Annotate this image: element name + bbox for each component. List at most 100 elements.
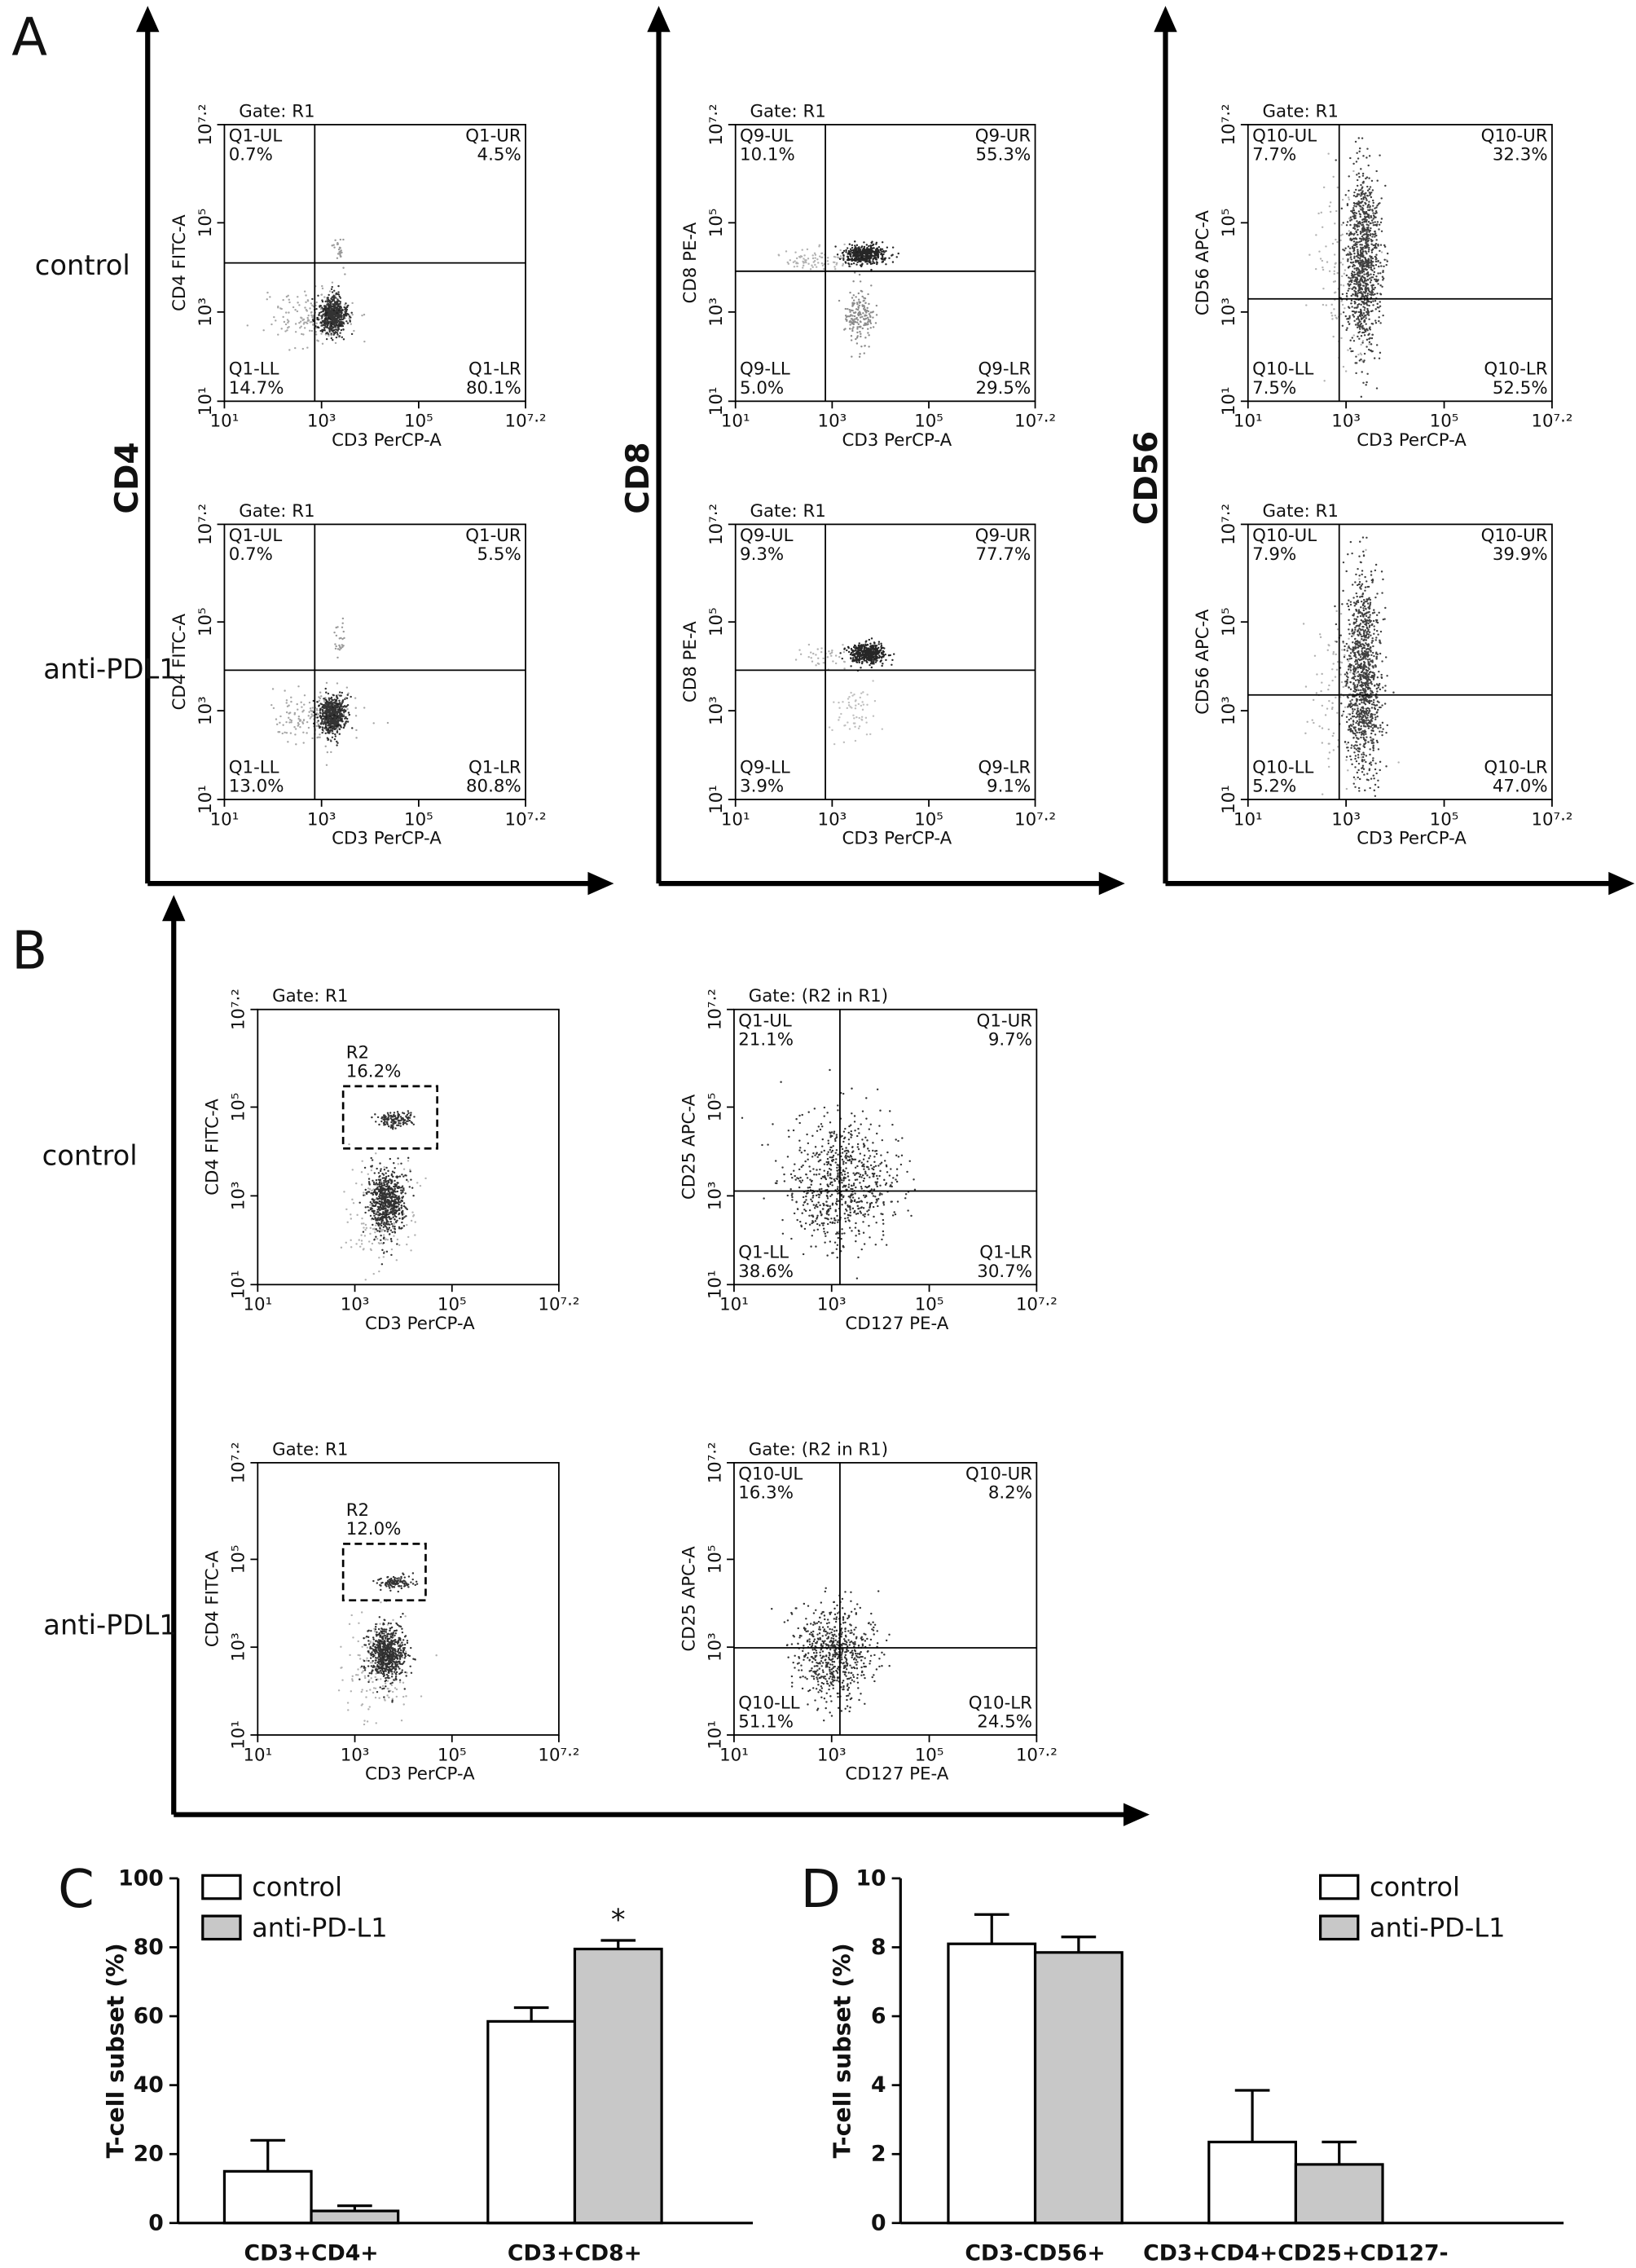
y-tick-label: 10¹ bbox=[229, 1720, 249, 1750]
legend-swatch bbox=[1319, 1914, 1360, 1941]
x-tick-label: CD3+CD4+CD25+CD127- bbox=[1143, 2241, 1448, 2266]
y-tick-label: 10³ bbox=[706, 696, 727, 725]
quadrant-value: 80.8% bbox=[466, 777, 521, 797]
quadrant-name: Q10-UR bbox=[1481, 526, 1548, 546]
x-axis-title: CD3 PerCP-A bbox=[365, 1764, 475, 1784]
quadrant-name: Q10-UR bbox=[1481, 126, 1548, 147]
region-name: R2 bbox=[346, 1500, 369, 1521]
quadrant-name: Q1-UR bbox=[465, 526, 521, 546]
bar bbox=[573, 1947, 663, 2225]
y-axis-title: CD56 APC-A bbox=[1193, 210, 1213, 316]
region-value: 16.2% bbox=[346, 1062, 402, 1082]
x-axis-title: CD3 PerCP-A bbox=[365, 1314, 475, 1334]
y-tick-label: 10⁷·² bbox=[196, 103, 216, 145]
x-tick-label: 10⁷·² bbox=[505, 809, 547, 830]
x-tick-label: 10³ bbox=[341, 1295, 370, 1315]
quadrant-name: Q1-UL bbox=[229, 526, 283, 546]
gate-label: Gate: (R2 in R1) bbox=[749, 986, 888, 1006]
arrow-head bbox=[647, 6, 671, 33]
y-tick-label: 10⁷·² bbox=[706, 504, 727, 545]
region-name: R2 bbox=[346, 1042, 369, 1063]
quadrant-value: 29.5% bbox=[975, 378, 1031, 399]
y-tick-label: 4 bbox=[871, 2072, 886, 2098]
y-tick-label: 10⁷·² bbox=[705, 989, 725, 1030]
x-tick-label: CD3+CD8+ bbox=[508, 2241, 642, 2266]
y-tick-label: 10³ bbox=[1219, 696, 1239, 725]
quadrant-value: 51.1% bbox=[738, 1711, 794, 1732]
quadrant-name: Q10-LL bbox=[1252, 757, 1313, 777]
y-tick-label: 10³ bbox=[705, 1182, 725, 1211]
panel-label: A bbox=[11, 7, 47, 68]
quadrant-name: Q1-LL bbox=[738, 1243, 789, 1263]
plot-frame bbox=[1247, 124, 1553, 403]
significance-mark: * bbox=[611, 1904, 626, 1937]
gate-label: Gate: R1 bbox=[239, 101, 314, 121]
error-bar bbox=[600, 1939, 636, 1949]
legend-label: anti-PD-L1 bbox=[252, 1912, 387, 1943]
y-tick-label: 10⁵ bbox=[1219, 209, 1239, 238]
x-tick-label: 10⁷·² bbox=[505, 412, 547, 432]
x-tick-label: 10⁵ bbox=[404, 809, 433, 830]
gate-region bbox=[341, 1543, 427, 1602]
quadrant-value: 10.1% bbox=[740, 145, 795, 165]
gate-label: Gate: (R2 in R1) bbox=[749, 1439, 888, 1460]
quadrant-name: Q1-LR bbox=[468, 359, 521, 380]
y-tick-label: 8 bbox=[871, 1935, 886, 1960]
quadrant-value: 7.5% bbox=[1252, 378, 1296, 399]
event-cloud bbox=[1302, 548, 1400, 795]
quadrant-value: 13.0% bbox=[229, 777, 284, 797]
x-tick-label: 10⁵ bbox=[438, 1295, 467, 1315]
arrow-head bbox=[162, 895, 186, 922]
column-label: CD8 bbox=[620, 442, 657, 513]
arrow-head bbox=[1098, 871, 1125, 896]
quadrant-name: Q10-UL bbox=[1252, 526, 1317, 546]
y-tick-label: 10³ bbox=[229, 1632, 249, 1662]
quadrant-value: 80.1% bbox=[466, 378, 521, 399]
gate-label: Gate: R1 bbox=[1263, 501, 1339, 522]
x-tick-label: 10⁵ bbox=[1430, 809, 1459, 830]
x-tick-label: 10⁵ bbox=[404, 412, 433, 432]
gate-label: Gate: R1 bbox=[750, 501, 825, 522]
quadrant-value: 9.1% bbox=[987, 777, 1031, 797]
bar bbox=[947, 1942, 1037, 2225]
y-axis-title: T-cell subset (%) bbox=[103, 1943, 130, 2158]
quadrant-value: 7.9% bbox=[1252, 544, 1296, 565]
y-tick-label: 6 bbox=[871, 2004, 886, 2029]
quadrant-value: 24.5% bbox=[977, 1711, 1032, 1732]
quadrant-name: Q9-UL bbox=[740, 526, 794, 546]
error-bar bbox=[337, 2204, 372, 2211]
x-tick-label: 10¹ bbox=[243, 1295, 272, 1315]
y-axis-title: CD4 FITC-A bbox=[169, 214, 190, 311]
event-cloud bbox=[1334, 536, 1395, 797]
column-label: CD56 bbox=[1128, 431, 1165, 526]
quadrant-value: 32.3% bbox=[1493, 145, 1548, 165]
quadrant-name: Q1-UR bbox=[465, 126, 521, 147]
event-cloud bbox=[246, 281, 366, 351]
y-tick-label: 20 bbox=[134, 2142, 164, 2167]
row-label: anti-PDL1 bbox=[43, 654, 176, 685]
event-cloud bbox=[311, 284, 354, 341]
event-cloud bbox=[834, 240, 899, 272]
event-cloud bbox=[839, 637, 895, 672]
y-tick-label: 2 bbox=[871, 2142, 886, 2167]
arrow-head bbox=[587, 871, 614, 896]
event-cloud bbox=[337, 1600, 438, 1726]
arrow-head bbox=[1123, 1803, 1150, 1826]
gate-label: Gate: R1 bbox=[272, 1439, 348, 1460]
x-tick-label: 10⁷·² bbox=[1016, 1295, 1058, 1315]
y-tick-label: 10¹ bbox=[1219, 387, 1239, 416]
y-tick-label: 100 bbox=[118, 1865, 164, 1891]
x-tick-label: 10¹ bbox=[243, 1745, 272, 1765]
x-axis-title: CD127 PE-A bbox=[845, 1764, 948, 1784]
legend-swatch bbox=[201, 1874, 242, 1900]
y-tick-label: 10⁷·² bbox=[196, 504, 216, 545]
y-tick-label: 10¹ bbox=[705, 1270, 725, 1299]
y-tick-label: 10⁵ bbox=[196, 209, 216, 238]
